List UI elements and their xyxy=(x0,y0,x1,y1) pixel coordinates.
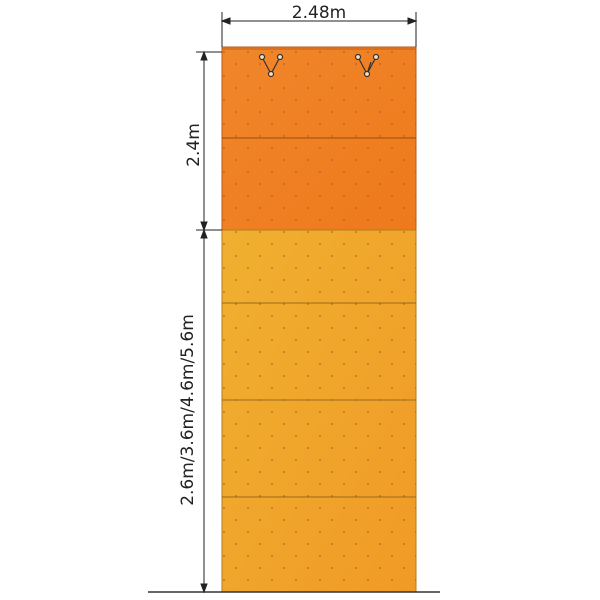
anchor-hooks xyxy=(258,53,380,78)
width-label: 2.48m xyxy=(292,3,346,23)
width-dimension xyxy=(220,12,418,47)
top-height-label: 2.4m xyxy=(184,123,204,167)
top-section xyxy=(221,46,417,231)
bottom-height-label: 2.6m/3.6m/4.6m/5.6m xyxy=(178,314,198,506)
bottom-section xyxy=(221,229,417,593)
height-dimension xyxy=(196,50,222,594)
